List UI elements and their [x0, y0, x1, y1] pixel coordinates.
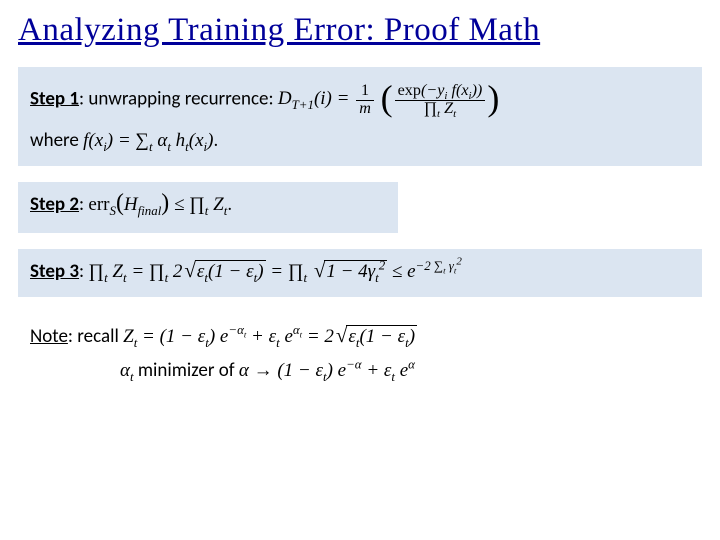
- note-line2: αt minimizer of α → (1 − εt) e−α + εt eα: [120, 354, 690, 388]
- slide: Analyzing Training Error: Proof Math Ste…: [0, 0, 720, 540]
- step1-where-label: where: [30, 129, 83, 152]
- step3-colon: :: [79, 260, 88, 283]
- step3-block: Step 3: ∏t Zt = ∏t 2εt(1 − εt) = ∏t 1 − …: [18, 249, 702, 297]
- step1-where-eq: f(xi) = ∑t αt ht(xi).: [83, 130, 218, 151]
- note-lead: : recall: [68, 325, 123, 348]
- note-block: Note: recall Zt = (1 − εt) e−αt + εt eαt…: [18, 313, 702, 393]
- step3-equation: ∏t Zt = ∏t 2εt(1 − εt) = ∏t 1 − 4γt2 ≤ e…: [88, 261, 461, 282]
- note-line1: Zt = (1 − εt) e−αt + εt eαt = 2εt(1 − εt…: [123, 326, 417, 347]
- step1-lead: : unwrapping recurrence:: [79, 87, 278, 110]
- step2-block: Step 2: errS(Hfinal) ≤ ∏t Zt.: [18, 182, 398, 234]
- step2-equation: errS(Hfinal) ≤ ∏t Zt.: [88, 194, 232, 215]
- step2-label: Step 2: [30, 193, 79, 216]
- step1-label: Step 1: [30, 87, 79, 110]
- step3-label: Step 3: [30, 260, 79, 283]
- step2-colon: :: [79, 193, 88, 216]
- page-title: Analyzing Training Error: Proof Math: [18, 12, 702, 49]
- step1-block: Step 1: unwrapping recurrence: DT+1(i) =…: [18, 67, 702, 166]
- note-label: Note: [30, 325, 68, 348]
- step1-equation: DT+1(i) = 1m ( exp(−yi f(xi)) ∏t Zt ): [278, 88, 499, 109]
